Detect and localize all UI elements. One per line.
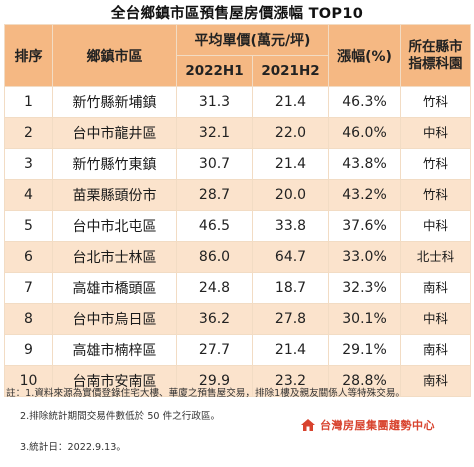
logo-text: 台灣房屋集團趨勢中心 xyxy=(320,419,435,432)
table-row: 4 苗栗縣頭份市 28.7 20.0 43.2% 竹科 xyxy=(4,179,472,211)
price-2022h1-cell: 32.1 xyxy=(176,117,253,149)
price-2021h2-cell: 33.8 xyxy=(251,210,330,242)
price-2021h2-cell: 18.7 xyxy=(251,272,330,304)
table-row: 5 台中市北屯區 46.5 33.8 37.6% 中科 xyxy=(4,210,472,242)
park-tag: 竹科 xyxy=(423,187,449,202)
price-2021h2-cell: 27.8 xyxy=(251,303,330,335)
price-2021h2-cell: 23.2 xyxy=(251,365,330,397)
table-row: 9 高雄市楠梓區 27.7 21.4 29.1% 南科 xyxy=(4,334,472,366)
growth-cell: 30.1% xyxy=(328,303,402,335)
house-logo-icon xyxy=(301,419,315,431)
table-row: 2 台中市龍井區 32.1 22.0 46.0% 中科 xyxy=(4,117,472,149)
table-row: 6 台北市士林區 86.0 64.7 33.0% 北士科 xyxy=(4,241,472,273)
park-cell: 北士科 xyxy=(400,241,472,273)
park-tag: 南科 xyxy=(423,373,449,388)
growth-cell: 28.8% xyxy=(328,365,402,397)
park-tag: 中科 xyxy=(423,125,449,140)
park-cell: 南科 xyxy=(400,272,472,304)
park-tag: 南科 xyxy=(423,342,449,357)
table-row: 10 台南市安南區 29.9 23.2 28.8% 南科 xyxy=(4,365,472,397)
header-science-park: 所在縣市指標科園 xyxy=(400,24,472,87)
rank-cell: 1 xyxy=(4,86,53,118)
region-cell: 台中市北屯區 xyxy=(52,210,177,242)
park-cell: 中科 xyxy=(400,303,472,335)
price-2021h2-cell: 21.4 xyxy=(251,148,330,180)
price-2022h1-cell: 31.3 xyxy=(176,86,253,118)
header-period-1: 2022H1 xyxy=(176,55,253,87)
growth-cell: 43.8% xyxy=(328,148,402,180)
price-2022h1-cell: 36.2 xyxy=(176,303,253,335)
park-tag: 竹科 xyxy=(423,156,449,171)
region-cell: 高雄市橋頭區 xyxy=(52,272,177,304)
rank-cell: 4 xyxy=(4,179,53,211)
region-cell: 新竹縣竹東鎮 xyxy=(52,148,177,180)
price-2022h1-cell: 28.7 xyxy=(176,179,253,211)
price-2021h2-cell: 22.0 xyxy=(251,117,330,149)
price-2021h2-cell: 64.7 xyxy=(251,241,330,273)
region-cell: 新竹縣新埔鎮 xyxy=(52,86,177,118)
price-2021h2-cell: 20.0 xyxy=(251,179,330,211)
growth-cell: 29.1% xyxy=(328,334,402,366)
header-region: 鄉鎮市區 xyxy=(52,24,177,87)
price-2022h1-cell: 27.7 xyxy=(176,334,253,366)
park-cell: 竹科 xyxy=(400,86,472,118)
growth-cell: 32.3% xyxy=(328,272,402,304)
park-tag: 北士科 xyxy=(416,249,455,264)
table-row: 1 新竹縣新埔鎮 31.3 21.4 46.3% 竹科 xyxy=(4,86,472,118)
rank-cell: 5 xyxy=(4,210,53,242)
park-tag: 南科 xyxy=(423,280,449,295)
table-row: 8 台中市烏日區 36.2 27.8 30.1% 中科 xyxy=(4,303,472,335)
footnote-2: 2.排除統計期間交易件數低於 50 件之行政區。 xyxy=(20,411,221,422)
park-cell: 竹科 xyxy=(400,179,472,211)
park-cell: 中科 xyxy=(400,117,472,149)
rank-cell: 10 xyxy=(4,365,53,397)
price-2022h1-cell: 30.7 xyxy=(176,148,253,180)
footnote-1: 註：1.資料來源為實價登錄住宅大樓、華廈之預售屋交易，排除1樓及親友關係人等特殊… xyxy=(6,388,406,399)
price-2022h1-cell: 24.8 xyxy=(176,272,253,304)
growth-cell: 37.6% xyxy=(328,210,402,242)
price-2022h1-cell: 46.5 xyxy=(176,210,253,242)
park-tag: 中科 xyxy=(423,218,449,233)
growth-cell: 46.0% xyxy=(328,117,402,149)
growth-cell: 43.2% xyxy=(328,179,402,211)
rank-cell: 2 xyxy=(4,117,53,149)
header-growth: 漲幅(%) xyxy=(328,24,402,87)
region-cell: 苗栗縣頭份市 xyxy=(52,179,177,211)
park-cell: 南科 xyxy=(400,334,472,366)
price-2021h2-cell: 21.4 xyxy=(251,86,330,118)
growth-cell: 46.3% xyxy=(328,86,402,118)
header-science-park-label: 所在縣市指標科園 xyxy=(408,38,463,72)
header-avg-price: 平均單價(萬元/坪) xyxy=(175,24,330,56)
footnote-3: 3.統計日：2022.9.13。 xyxy=(20,442,126,453)
rank-cell: 3 xyxy=(4,148,53,180)
ranking-table: 排序 鄉鎮市區 平均單價(萬元/坪) 漲幅(%) 所在縣市指標科園 2022H1… xyxy=(4,24,472,397)
park-cell: 南科 xyxy=(400,365,472,397)
rank-cell: 9 xyxy=(4,334,53,366)
park-tag: 竹科 xyxy=(423,94,449,109)
region-cell: 台中市龍井區 xyxy=(52,117,177,149)
park-cell: 中科 xyxy=(400,210,472,242)
rank-cell: 8 xyxy=(4,303,53,335)
park-cell: 竹科 xyxy=(400,148,472,180)
growth-cell: 33.0% xyxy=(328,241,402,273)
park-tag: 中科 xyxy=(423,311,449,326)
region-cell: 高雄市楠梓區 xyxy=(52,334,177,366)
table-body: 1 新竹縣新埔鎮 31.3 21.4 46.3% 竹科 2 台中市龍井區 32.… xyxy=(4,86,472,397)
publisher-logo: 台灣房屋集團趨勢中心 xyxy=(300,415,435,435)
page-title: 全台鄉鎮市區預售屋房價漲幅 TOP10 xyxy=(110,6,364,22)
rank-cell: 6 xyxy=(4,241,53,273)
rank-cell: 7 xyxy=(4,272,53,304)
price-2022h1-cell: 29.9 xyxy=(176,365,253,397)
table-row: 7 高雄市橋頭區 24.8 18.7 32.3% 南科 xyxy=(4,272,472,304)
price-2022h1-cell: 86.0 xyxy=(176,241,253,273)
table-row: 3 新竹縣竹東鎮 30.7 21.4 43.8% 竹科 xyxy=(4,148,472,180)
price-2021h2-cell: 21.4 xyxy=(251,334,330,366)
header-rank: 排序 xyxy=(4,24,53,87)
header-period-2: 2021H2 xyxy=(251,55,330,87)
region-cell: 台中市烏日區 xyxy=(52,303,177,335)
region-cell: 台北市士林區 xyxy=(52,241,177,273)
